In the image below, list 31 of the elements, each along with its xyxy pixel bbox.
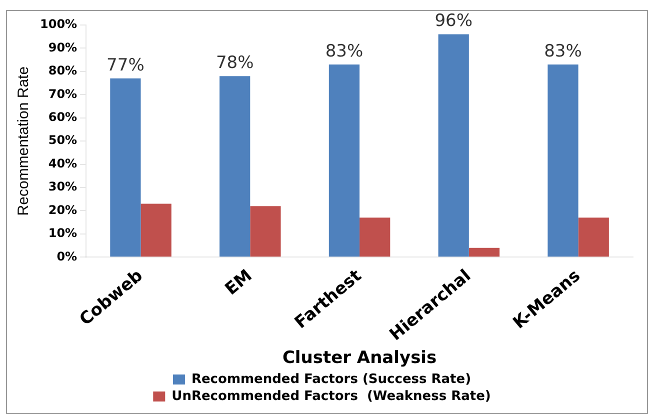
bar: [468, 248, 500, 257]
bar: [438, 34, 469, 257]
data-label: 96%: [434, 11, 473, 32]
y-tick-label: 70%: [48, 86, 78, 101]
y-tick-label: 100%: [40, 17, 78, 32]
data-label: 83%: [544, 41, 582, 62]
bar: [250, 206, 281, 257]
bar: [220, 76, 250, 257]
y-tick-label: 30%: [48, 180, 78, 194]
data-label: 77%: [106, 55, 144, 76]
legend-label: Recommended Factors (Success Rate): [191, 372, 472, 387]
bar: [578, 218, 609, 257]
y-tick-label: 80%: [48, 64, 78, 78]
x-tick-label: EM: [221, 266, 256, 300]
y-tick-label: 0%: [56, 249, 78, 264]
y-axis-title: Recommentation Rate: [15, 66, 32, 216]
y-tick-label: 90%: [48, 40, 78, 54]
bar: [360, 218, 390, 257]
bar: [110, 78, 141, 257]
legend-label: UnRecommended Factors (Weakness Rate): [172, 388, 491, 404]
bar: [328, 64, 360, 257]
bar: [548, 64, 578, 257]
x-axis-title: Cluster Analysis: [282, 348, 437, 368]
y-tick-label: 20%: [48, 202, 78, 217]
y-tick-label: 60%: [48, 110, 78, 124]
bar: [140, 204, 172, 257]
y-tick-label: 50%: [48, 133, 78, 148]
y-tick-label: 40%: [48, 156, 78, 170]
data-label: 83%: [325, 41, 364, 62]
data-label: 78%: [216, 52, 254, 73]
y-tick-label: 10%: [48, 226, 78, 240]
